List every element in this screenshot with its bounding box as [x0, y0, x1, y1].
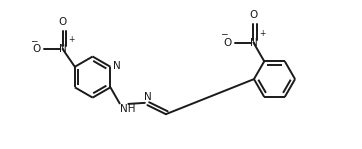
Text: +: + [259, 29, 265, 38]
Text: −: − [220, 30, 228, 38]
Text: N: N [250, 38, 257, 48]
Text: O: O [59, 17, 67, 27]
Text: NH: NH [120, 104, 136, 114]
Text: N: N [113, 62, 121, 72]
Text: N: N [143, 92, 151, 102]
Text: O: O [249, 10, 258, 20]
Text: O: O [223, 38, 231, 48]
Text: +: + [68, 35, 75, 44]
Text: O: O [32, 44, 41, 54]
Text: N: N [59, 44, 67, 54]
Text: −: − [30, 36, 37, 45]
